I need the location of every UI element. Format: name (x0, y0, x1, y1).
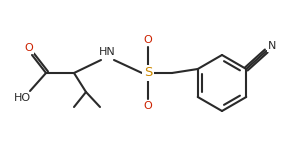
Text: O: O (144, 101, 152, 111)
Text: HN: HN (99, 47, 115, 57)
Text: O: O (25, 43, 33, 53)
Text: N: N (268, 41, 277, 51)
Text: O: O (144, 35, 152, 45)
Text: S: S (144, 66, 152, 80)
Text: HO: HO (13, 93, 31, 103)
